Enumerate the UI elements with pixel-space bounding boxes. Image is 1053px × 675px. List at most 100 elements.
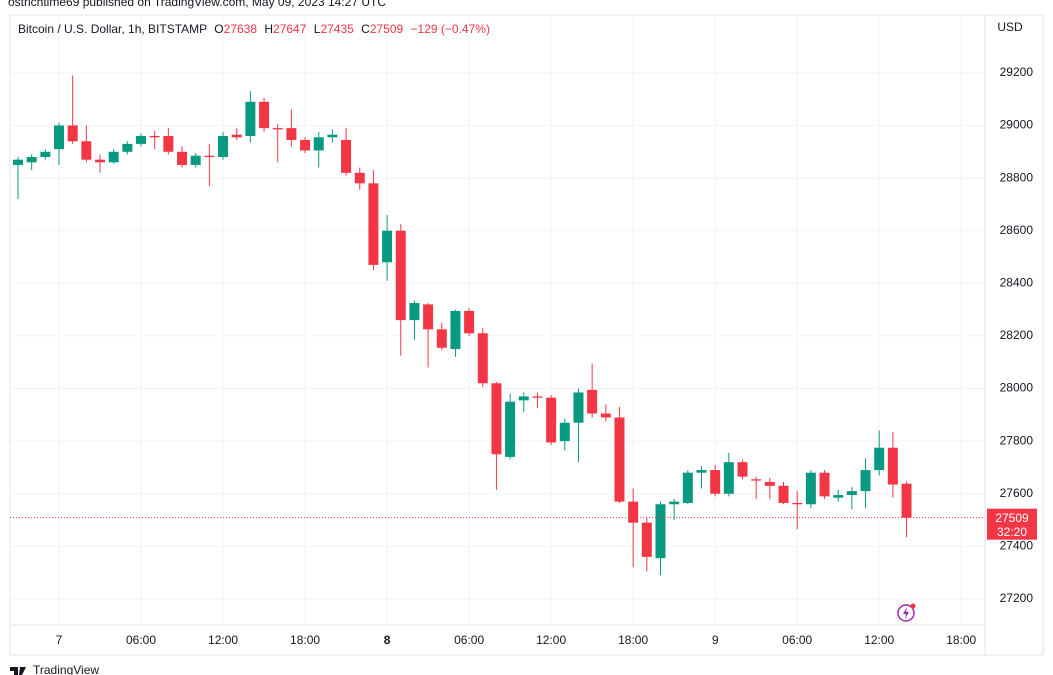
x-tick-label: 9: [712, 633, 719, 647]
candle-body: [26, 157, 37, 163]
candle-body: [190, 155, 201, 165]
candle-body: [464, 310, 475, 334]
candle-body: [710, 470, 721, 494]
candle-body: [860, 470, 871, 492]
ohlc-value: 27509: [370, 22, 404, 36]
brand: TradingView: [33, 663, 99, 675]
countdown-label: 32:20: [997, 525, 1027, 539]
candle-body: [286, 128, 297, 140]
candle-body: [737, 462, 748, 477]
candle-body: [136, 136, 147, 144]
y-tick-label: 28600: [1000, 223, 1034, 237]
replay-icon: [897, 603, 916, 622]
x-tick-label: 8: [384, 633, 391, 647]
x-tick-label: 12:00: [864, 633, 894, 647]
candle-body: [436, 329, 447, 348]
candle-body: [805, 472, 816, 505]
candle-body: [819, 472, 830, 497]
x-tick-label: 06:00: [126, 633, 156, 647]
legend-header: Bitcoin / U.S. Dollar, 1h, BITSTAMP O276…: [18, 22, 490, 36]
candle-body: [778, 485, 789, 503]
grid-layer: [10, 15, 985, 625]
candle-body: [655, 504, 666, 559]
candle-body: [245, 101, 256, 137]
y-tick-label: 28200: [1000, 328, 1034, 342]
ohlc-value: 27435: [320, 22, 354, 36]
candle-body: [723, 462, 734, 494]
y-tick-label: 27600: [1000, 486, 1034, 500]
candle-body: [327, 134, 338, 138]
y-tick-label: 27400: [1000, 539, 1034, 553]
candle-body: [887, 447, 898, 485]
candle-body: [696, 470, 707, 473]
candle-body: [149, 136, 160, 138]
candle-body: [614, 417, 625, 502]
y-tick-label: 28800: [1000, 170, 1034, 184]
candle-body: [231, 134, 242, 138]
ohlc-letter: H: [264, 22, 273, 36]
candle-body: [122, 143, 133, 152]
y-tick-label: 29000: [1000, 118, 1034, 132]
candle-body: [95, 159, 106, 163]
candle-body: [518, 396, 529, 401]
y-tick-label: 27800: [1000, 433, 1034, 447]
candle-body: [81, 141, 92, 160]
candle-body: [259, 101, 270, 129]
x-tick-label: 18:00: [618, 633, 648, 647]
x-tick-label: 7: [56, 633, 63, 647]
candle-body: [13, 159, 23, 165]
candle-body: [67, 125, 78, 142]
candle-body: [682, 472, 693, 503]
candle-body: [163, 136, 174, 152]
candle-body: [450, 310, 461, 350]
candle-body: [669, 501, 680, 505]
x-tick-label: 12:00: [536, 633, 566, 647]
candle-body: [108, 151, 119, 163]
attribution: ostrichtime69 published on TradingView.c…: [8, 0, 386, 9]
candle-body: [204, 155, 215, 158]
candle-body: [313, 137, 324, 151]
candle-body: [218, 136, 229, 158]
candle-body: [505, 401, 516, 457]
candle-body: [532, 396, 543, 398]
candle-body: [833, 495, 844, 498]
candle-body: [368, 183, 379, 265]
candle-body: [792, 502, 803, 505]
candle-body: [559, 422, 570, 442]
currency-label: USD: [997, 20, 1023, 34]
candle-body: [751, 479, 762, 481]
candle-body: [354, 172, 365, 184]
candle-body: [395, 230, 406, 321]
candle-body: [341, 139, 352, 173]
x-tick-label: 18:00: [290, 633, 320, 647]
ohlc-value: 27638: [224, 22, 258, 36]
y-tick-label: 29200: [1000, 65, 1034, 79]
ohlc-letter: C: [361, 22, 370, 36]
candle-body: [573, 392, 584, 423]
y-tick-label: 27200: [1000, 591, 1034, 605]
candle-body: [54, 125, 65, 150]
candle-body: [600, 413, 611, 418]
ohlc-value: 27647: [273, 22, 307, 36]
change: −129 (−0.47%): [411, 22, 490, 36]
candle-body: [628, 501, 639, 523]
symbol-title: Bitcoin / U.S. Dollar, 1h, BITSTAMP: [18, 22, 207, 36]
candle-body: [587, 389, 598, 414]
candle-body: [491, 383, 502, 455]
candle-body: [423, 304, 434, 330]
brand-logo: [10, 667, 26, 675]
y-tick-label: 28000: [1000, 381, 1034, 395]
y-tick-label: 28400: [1000, 275, 1034, 289]
candle-body: [846, 491, 857, 496]
candle-body: [874, 447, 885, 471]
ohlc-letter: O: [214, 22, 223, 36]
x-tick-label: 12:00: [208, 633, 238, 647]
last-price-label: 27509: [995, 511, 1029, 525]
candle-body: [901, 483, 912, 518]
candle-body: [477, 333, 488, 384]
x-tick-label: 06:00: [782, 633, 812, 647]
candle-body: [409, 303, 420, 321]
x-tick-label: 06:00: [454, 633, 484, 647]
